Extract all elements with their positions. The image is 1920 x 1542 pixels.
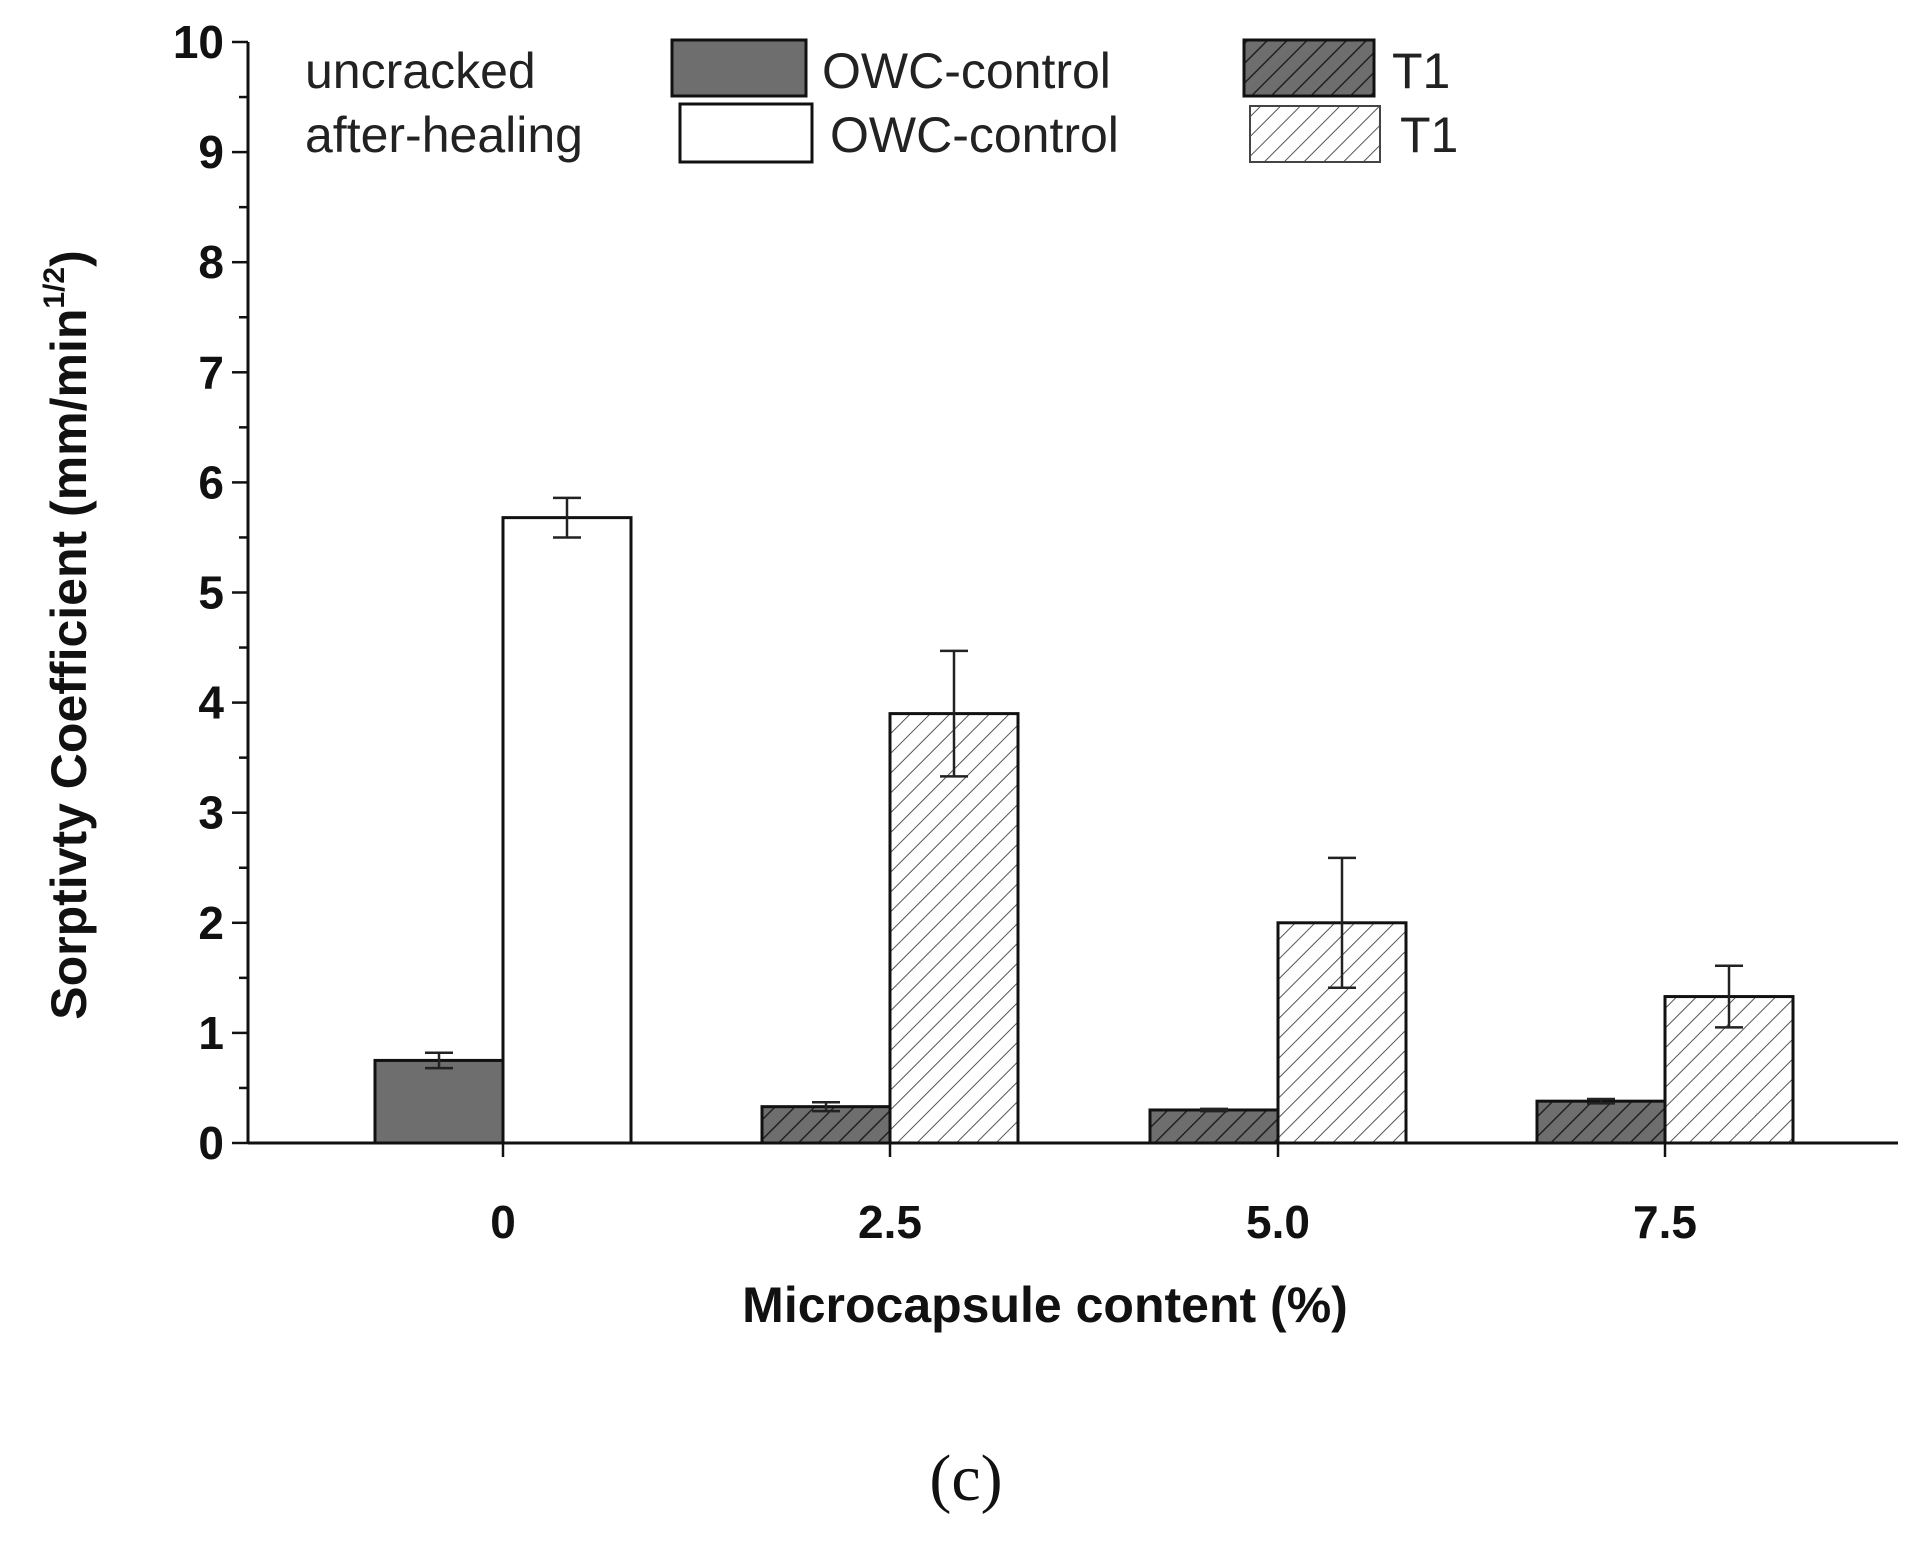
x-tick-label: 5.0 [1246,1196,1310,1248]
y-tick-label: 9 [198,126,224,178]
legend-swatch-uncracked-control [670,38,808,98]
y-axis-title: Sorptivty Coefficient (mm/min1/2) [38,250,97,1020]
labels-layer: 0 1 2 3 4 5 6 7 8 9 10 0 2.5 5.0 7.5 [173,16,1697,1248]
bar-uncracked-7.5 [1535,1099,1667,1145]
axes-layer [232,40,1898,1157]
y-tick-label: 3 [198,787,224,839]
bar-after-healing-2.5 [888,712,1020,1145]
bars-layer [373,496,1795,1145]
bar-after-healing-0 [501,516,633,1145]
x-tick-label: 0 [490,1196,516,1248]
y-tick-label: 10 [173,16,224,68]
y-tick-label: 1 [198,1007,224,1059]
y-tick-label: 8 [198,236,224,288]
bar-after-healing-7.5 [1663,995,1795,1145]
bar-uncracked-5.0 [1148,1108,1280,1145]
legend-swatch-healed-control [678,102,814,164]
error-bar [553,496,581,539]
error-bar [812,1101,840,1113]
error-bar [1587,1097,1615,1105]
legend-row1-t1: T1 [1392,43,1450,99]
legend-row1-control: OWC-control [822,43,1111,99]
x-tick-label: 7.5 [1633,1196,1697,1248]
error-bar [940,649,968,778]
x-tick-label: 2.5 [858,1196,922,1248]
y-axis-title-close: ) [41,250,97,267]
x-axis-title: Microcapsule content (%) [742,1277,1348,1333]
legend-swatch-uncracked-t1 [1242,38,1376,98]
y-tick-label: 2 [198,897,224,949]
y-tick-label: 0 [198,1117,224,1169]
error-bar [1328,856,1356,990]
legend-row2-label: after-healing [305,107,583,163]
error-bar [1200,1107,1228,1113]
error-bar [1715,964,1743,1029]
figure-caption: (c) [929,1442,1002,1515]
legend-row1-label: uncracked [305,43,536,99]
legend-row2-control: OWC-control [830,107,1119,163]
legend: uncracked OWC-control T1 after-healing O… [305,38,1458,164]
y-tick-label: 4 [198,677,224,729]
y-axis-title-sup: 1/2 [38,267,71,309]
y-tick-label: 7 [198,346,224,398]
y-tick-label: 6 [198,456,224,508]
y-tick-label: 5 [198,567,224,619]
bar-uncracked-0 [373,1058,505,1145]
svg-text:Sorptivty Coefficient (mm/min1: Sorptivty Coefficient (mm/min1/2) [38,250,97,1020]
legend-swatch-healed-t1 [1249,105,1381,163]
error-bar [425,1051,453,1070]
y-axis-title-main: Sorptivty Coefficient (mm/min [41,309,97,1020]
legend-row2-t1: T1 [1400,107,1458,163]
